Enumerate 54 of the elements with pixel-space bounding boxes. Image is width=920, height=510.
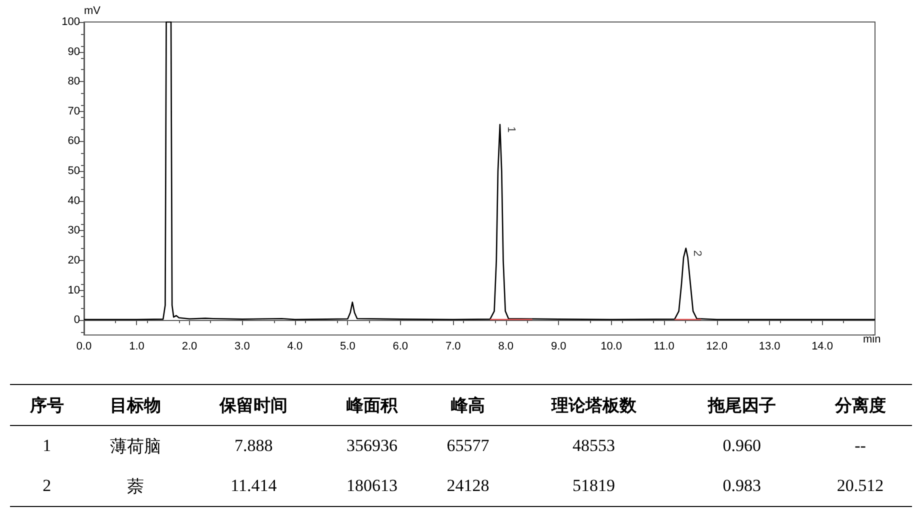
y-tick-label: 0 [74, 314, 80, 326]
category-label: 峰高 [450, 394, 486, 416]
y-axis-title: mV [84, 5, 102, 18]
category-label: 理论塔板数 [550, 394, 638, 416]
text: 0.960 [722, 436, 761, 455]
x-tick-label: 9.0 [550, 340, 566, 352]
text: 51819 [572, 476, 615, 495]
x-tick-label: 13.0 [758, 340, 780, 352]
x-tick-label: 2.0 [182, 340, 198, 352]
y-tick-label: 60 [68, 135, 80, 148]
text: 356936 [346, 436, 398, 455]
text: 48553 [572, 436, 615, 455]
y-tick-label: 90 [68, 46, 80, 58]
text: 7.888 [234, 436, 273, 455]
y-tick-label: 30 [68, 224, 80, 237]
category-label: 峰面积 [345, 394, 399, 416]
x-tick-label: 14.0 [812, 340, 833, 352]
x-tick-label: 11.0 [654, 340, 674, 352]
text: 萘 [126, 476, 144, 496]
category-label: 目标物 [108, 394, 162, 416]
text: 65577 [446, 436, 490, 455]
text: 11.414 [230, 476, 277, 495]
category-label: 分离度 [834, 394, 887, 416]
y-tick-label: 50 [68, 165, 80, 178]
y-tick-label: 40 [68, 194, 80, 207]
y-tick-label: 100 [62, 16, 80, 28]
x-tick-label: 12.0 [706, 340, 728, 352]
annotation: 2 [690, 250, 703, 256]
category-label: 保留时间 [218, 394, 289, 416]
y-tick-label: 70 [68, 105, 80, 118]
x-tick-label: 6.0 [392, 340, 408, 352]
x-tick-label: 3.0 [234, 340, 250, 352]
x-tick-label: 4.0 [287, 340, 303, 352]
annotation: 1 [504, 126, 517, 133]
x-tick-label: 5.0 [340, 340, 356, 352]
text: 2 [42, 476, 52, 495]
text: 薄荷脑 [110, 436, 161, 456]
y-tick-label: 10 [68, 284, 80, 296]
y-tick-label: 80 [68, 76, 80, 88]
x-axis-title: min [863, 334, 881, 346]
y-tick-label: 20 [68, 254, 80, 266]
x-tick-label: 1.0 [129, 340, 144, 352]
text: 180613 [346, 476, 398, 495]
x-tick-label: 0.0 [76, 340, 92, 352]
x-tick-label: 10.0 [600, 340, 622, 352]
x-tick-label: 7.0 [445, 340, 461, 352]
category-label: 序号 [28, 394, 65, 416]
x-tick-label: 8.0 [498, 340, 514, 352]
text: 1 [42, 436, 52, 455]
text: 24128 [446, 476, 490, 495]
category-label: 拖尾因子 [706, 394, 777, 416]
text: 0.983 [722, 476, 761, 495]
text: -- [854, 436, 866, 455]
text: 20.512 [836, 476, 884, 495]
